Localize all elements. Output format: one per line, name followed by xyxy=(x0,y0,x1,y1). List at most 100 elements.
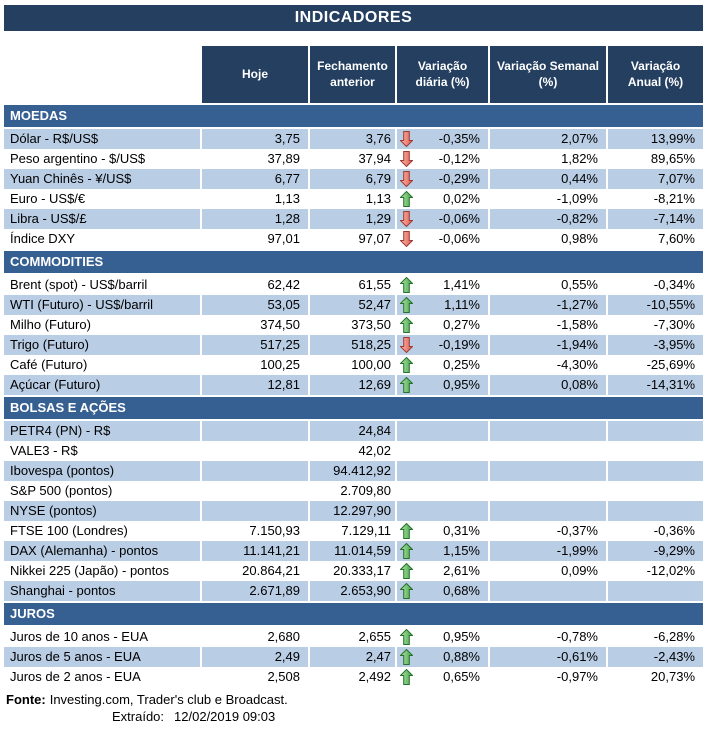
variacao-diaria-value: -0,29% xyxy=(395,169,488,189)
fechamento-anterior-value: 12,69 xyxy=(308,375,395,395)
table-row: FTSE 100 (Londres) 7.150,93 7.129,11 0,31% -… xyxy=(4,521,703,541)
row-label: Juros de 2 anos - EUA xyxy=(4,667,200,687)
hoje-value xyxy=(200,441,308,461)
fechamento-anterior-value: 2,492 xyxy=(308,667,395,687)
fechamento-anterior-value: 24,84 xyxy=(308,421,395,441)
variacao-diaria-text: 0,25% xyxy=(443,357,480,372)
fechamento-anterior-value: 6,79 xyxy=(308,169,395,189)
source-text: Investing.com, Trader's club e Broadcast… xyxy=(49,692,288,707)
row-label: Trigo (Futuro) xyxy=(4,335,200,355)
variacao-anual-value: 13,99% xyxy=(606,129,703,149)
variacao-diaria-text: -0,06% xyxy=(438,231,480,246)
row-label: Milho (Futuro) xyxy=(4,315,200,335)
row-label: Euro - US$/€ xyxy=(4,189,200,209)
hoje-value: 2,508 xyxy=(200,667,308,687)
variacao-semanal-value: -1,09% xyxy=(488,189,606,209)
source-label: Fonte: xyxy=(6,692,46,707)
table-row: PETR4 (PN) - R$ 24,84 xyxy=(4,421,703,441)
variacao-diaria-value: 0,27% xyxy=(395,315,488,335)
fechamento-anterior-value: 518,25 xyxy=(308,335,395,355)
down-arrow-icon xyxy=(399,171,414,188)
row-label: Café (Futuro) xyxy=(4,355,200,375)
hoje-value: 2,680 xyxy=(200,627,308,647)
variacao-semanal-value: 2,07% xyxy=(488,129,606,149)
row-label: Yuan Chinês - ¥/US$ xyxy=(4,169,200,189)
variacao-anual-value: -14,31% xyxy=(606,375,703,395)
row-label: Açúcar (Futuro) xyxy=(4,375,200,395)
table-row: Juros de 10 anos - EUA 2,680 2,655 0,95% -0,… xyxy=(4,627,703,647)
table-row: Juros de 2 anos - EUA 2,508 2,492 0,65% -0,9… xyxy=(4,667,703,687)
hoje-value: 517,25 xyxy=(200,335,308,355)
fechamento-anterior-value: 1,29 xyxy=(308,209,395,229)
variacao-diaria-text: 0,95% xyxy=(443,377,480,392)
down-arrow-icon xyxy=(399,151,414,168)
variacao-diaria-value xyxy=(395,501,488,521)
variacao-semanal-value xyxy=(488,421,606,441)
row-label: FTSE 100 (Londres) xyxy=(4,521,200,541)
column-header-fechamento-anterior: Fechamento anterior xyxy=(308,46,395,103)
hoje-value: 1,13 xyxy=(200,189,308,209)
fechamento-anterior-value: 2.709,80 xyxy=(308,481,395,501)
variacao-diaria-text: 0,68% xyxy=(443,583,480,598)
extracted-line: Extraído: 12/02/2019 09:03 xyxy=(4,708,703,725)
variacao-semanal-value: -1,99% xyxy=(488,541,606,561)
extracted-timestamp: 12/02/2019 09:03 xyxy=(174,709,276,724)
variacao-diaria-value: 1,41% xyxy=(395,275,488,295)
variacao-anual-value: 7,60% xyxy=(606,229,703,249)
variacao-diaria-text: 2,61% xyxy=(443,563,480,578)
variacao-diaria-text: 1,41% xyxy=(443,277,480,292)
table-row: DAX (Alemanha) - pontos 11.141,21 11.014,5… xyxy=(4,541,703,561)
table-row: NYSE (pontos) 12.297,90 xyxy=(4,501,703,521)
variacao-anual-value: -6,28% xyxy=(606,627,703,647)
row-label: S&P 500 (pontos) xyxy=(4,481,200,501)
fechamento-anterior-value: 373,50 xyxy=(308,315,395,335)
fechamento-anterior-value: 37,94 xyxy=(308,149,395,169)
table-row: Brent (spot) - US$/barril 62,42 61,55 1,41%… xyxy=(4,275,703,295)
table-row: Milho (Futuro) 374,50 373,50 0,27% -1,58% -7,… xyxy=(4,315,703,335)
up-arrow-icon xyxy=(399,522,414,539)
up-arrow-icon xyxy=(399,562,414,579)
page-title: INDICADORES xyxy=(4,5,703,31)
hoje-value: 1,28 xyxy=(200,209,308,229)
hoje-value xyxy=(200,461,308,481)
hoje-value: 374,50 xyxy=(200,315,308,335)
fechamento-anterior-value: 61,55 xyxy=(308,275,395,295)
variacao-anual-value: 7,07% xyxy=(606,169,703,189)
fechamento-anterior-value: 100,00 xyxy=(308,355,395,375)
up-arrow-icon xyxy=(399,316,414,333)
column-header-variacao-anual: Variação Anual (%) xyxy=(606,46,703,103)
up-arrow-icon xyxy=(399,648,414,665)
down-arrow-icon xyxy=(399,337,414,354)
variacao-semanal-value: -1,58% xyxy=(488,315,606,335)
variacao-diaria-value: 1,11% xyxy=(395,295,488,315)
table-row: S&P 500 (pontos) 2.709,80 xyxy=(4,481,703,501)
table-row: Açúcar (Futuro) 12,81 12,69 0,95% 0,08% -14,3… xyxy=(4,375,703,395)
table-row: WTI (Futuro) - US$/barril 53,05 52,47 1,11%… xyxy=(4,295,703,315)
row-label: Brent (spot) - US$/barril xyxy=(4,275,200,295)
variacao-diaria-text: 0,31% xyxy=(443,523,480,538)
report-footer: Fonte: Investing.com, Trader's club e Bro… xyxy=(4,691,703,725)
hoje-value xyxy=(200,481,308,501)
variacao-diaria-text: 0,02% xyxy=(443,191,480,206)
variacao-diaria-value xyxy=(395,421,488,441)
variacao-diaria-value: -0,06% xyxy=(395,209,488,229)
row-label: Índice DXY xyxy=(4,229,200,249)
variacao-diaria-value xyxy=(395,461,488,481)
variacao-diaria-value: 0,88% xyxy=(395,647,488,667)
variacao-semanal-value: 0,08% xyxy=(488,375,606,395)
variacao-semanal-value xyxy=(488,501,606,521)
variacao-anual-value: -0,36% xyxy=(606,521,703,541)
variacao-diaria-value: 0,68% xyxy=(395,581,488,601)
hoje-value xyxy=(200,421,308,441)
variacao-semanal-value: -1,27% xyxy=(488,295,606,315)
section-header-juros: JUROS xyxy=(4,603,703,625)
fechamento-anterior-value: 11.014,59 xyxy=(308,541,395,561)
variacao-diaria-value: 1,15% xyxy=(395,541,488,561)
hoje-value: 3,75 xyxy=(200,129,308,149)
variacao-semanal-value: 0,09% xyxy=(488,561,606,581)
row-label: VALE3 - R$ xyxy=(4,441,200,461)
variacao-semanal-value: -1,94% xyxy=(488,335,606,355)
hoje-value: 12,81 xyxy=(200,375,308,395)
hoje-value xyxy=(200,501,308,521)
variacao-diaria-value: -0,06% xyxy=(395,229,488,249)
